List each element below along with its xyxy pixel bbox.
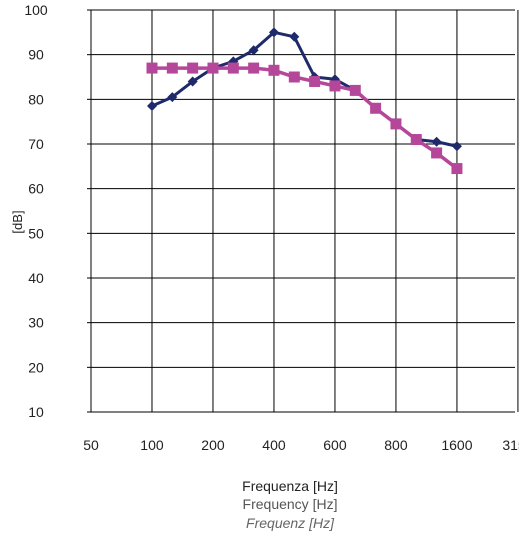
- series-line: [151, 66, 459, 170]
- data-point-square: [187, 62, 199, 74]
- data-point-diamond: [167, 92, 178, 103]
- y-tick-label: 90: [28, 47, 44, 63]
- chart-series: [146, 27, 463, 175]
- y-tick-label: 100: [24, 2, 48, 18]
- data-point-square: [288, 71, 300, 83]
- x-tick-label: 3150: [502, 437, 519, 453]
- y-tick-label: 80: [28, 91, 44, 107]
- data-point-square: [227, 62, 239, 74]
- series-2: [146, 62, 463, 175]
- x-axis-label-english: Frequency [Hz]: [242, 496, 338, 512]
- x-tick-label: 400: [262, 437, 286, 453]
- x-tick-label: 50: [83, 437, 99, 453]
- x-axis-label-italian: Frequenza [Hz]: [242, 478, 338, 494]
- chart-grid: [91, 9, 519, 413]
- data-point-diamond: [268, 27, 279, 38]
- y-axis-label: [dB]: [10, 210, 25, 234]
- data-point-square: [166, 62, 178, 74]
- y-tick-label: 10: [28, 404, 44, 420]
- data-point-diamond: [228, 56, 239, 67]
- y-tick-label: 70: [28, 136, 44, 152]
- x-tick-labels: 50 100 200 400 600 800 1600 3150: [83, 437, 519, 453]
- series-line: [151, 30, 458, 148]
- y-tick-label: 40: [28, 270, 44, 286]
- y-tick-label: 30: [28, 315, 44, 331]
- series-1: [146, 27, 462, 152]
- data-point-diamond: [146, 101, 157, 112]
- data-point-square: [390, 118, 402, 130]
- data-point-diamond: [248, 45, 259, 56]
- y-tick-label: 20: [28, 359, 44, 375]
- y-tick-label: 60: [28, 181, 44, 197]
- data-point-square: [329, 80, 341, 92]
- x-tick-label: 1600: [441, 437, 472, 453]
- data-point-square: [146, 62, 158, 74]
- x-tick-label: 200: [201, 437, 225, 453]
- data-point-square: [207, 62, 219, 74]
- data-point-square: [410, 134, 422, 146]
- data-point-diamond: [289, 31, 300, 42]
- data-point-diamond: [451, 141, 462, 152]
- y-tick-labels: 10 20 30 40 50 60 70 80 90 100: [24, 2, 48, 420]
- data-point-square: [370, 102, 382, 114]
- data-point-square: [431, 147, 443, 159]
- data-point-diamond: [187, 76, 198, 87]
- chart-axes: [87, 9, 92, 413]
- x-axis-label-german: Frequenz [Hz]: [246, 515, 334, 531]
- x-tick-label: 600: [323, 437, 347, 453]
- y-tick-label: 50: [28, 225, 44, 241]
- data-point-square: [268, 64, 280, 76]
- data-point-square: [349, 84, 361, 96]
- data-point-square: [248, 62, 260, 74]
- x-tick-label: 100: [140, 437, 164, 453]
- data-point-square: [309, 75, 321, 87]
- x-tick-label: 800: [384, 437, 408, 453]
- data-point-diamond: [431, 136, 442, 147]
- data-point-square: [451, 163, 463, 175]
